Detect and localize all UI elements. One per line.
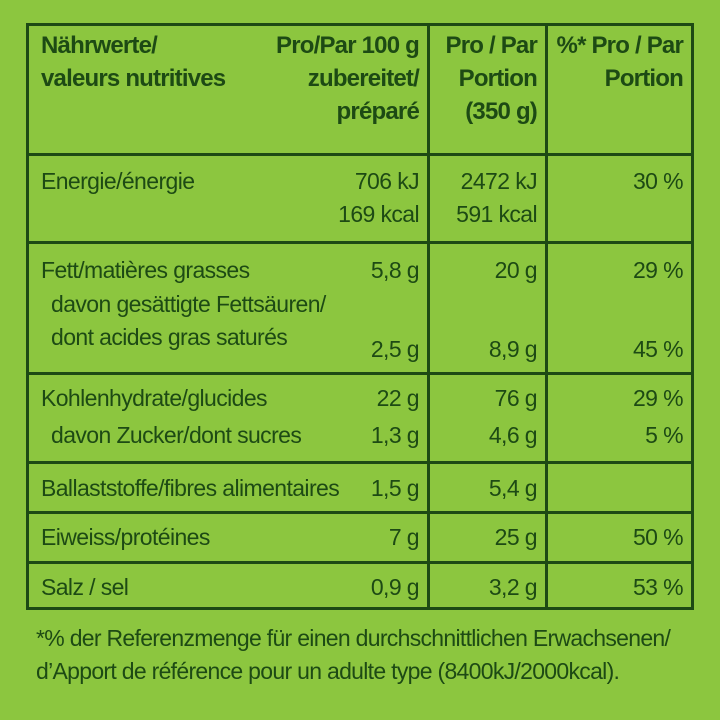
salt-label: Salz / sel — [41, 574, 129, 600]
column-divider — [427, 26, 430, 607]
header-per-100g: Pro/Par 100 g zubereitet/ préparé — [275, 32, 420, 125]
fat-pct: 29 % — [632, 257, 684, 283]
protein-per100: 7 g — [388, 524, 420, 550]
row-divider — [29, 561, 691, 564]
protein-label: Eiweiss/protéines — [41, 524, 210, 550]
salt-pct: 53 % — [632, 574, 684, 600]
sugar-per100: 1,3 g — [370, 422, 420, 448]
fiber-per100: 1,5 g — [370, 475, 420, 501]
fat-label: Fett/matières grasses — [41, 257, 250, 283]
header-percent-portion: %* Pro / Par Portion — [556, 32, 684, 92]
nutrition-table: Nährwerte/ valeurs nutritives Pro/Par 10… — [26, 23, 694, 610]
carbs-pct: 29 % — [632, 385, 684, 411]
fiber-label: Ballaststoffe/fibres alimentaires — [41, 475, 340, 501]
fat-portion: 20 g — [494, 257, 538, 283]
protein-pct: 50 % — [632, 524, 684, 550]
sugar-pct: 5 % — [645, 422, 683, 448]
fat-per100: 5,8 g — [370, 257, 420, 283]
energy-label: Energie/énergie — [41, 168, 195, 194]
energy-portion: 2472 kJ 591 kcal — [456, 168, 537, 227]
row-divider — [29, 511, 691, 514]
row-divider — [29, 461, 691, 464]
fiber-portion: 5,4 g — [488, 475, 538, 501]
energy-pct: 30 % — [632, 168, 684, 194]
saturated-fat-per100: 2,5 g — [370, 336, 420, 362]
saturated-fat-pct: 45 % — [632, 336, 684, 362]
header-nutrients: Nährwerte/ valeurs nutritives — [41, 32, 226, 92]
carbs-portion: 76 g — [494, 385, 538, 411]
saturated-fat-portion: 8,9 g — [488, 336, 538, 362]
saturated-fat-label: davon gesättigte Fettsäuren/ dont acides… — [51, 291, 326, 350]
salt-per100: 0,9 g — [370, 574, 420, 600]
header-per-portion: Pro / Par Portion (350 g) — [445, 32, 537, 125]
column-divider — [545, 26, 548, 607]
salt-portion: 3,2 g — [488, 574, 538, 600]
protein-portion: 25 g — [494, 524, 538, 550]
energy-per100: 706 kJ 169 kcal — [338, 168, 419, 227]
sugar-portion: 4,6 g — [488, 422, 538, 448]
carbs-label: Kohlenhydrate/glucides — [41, 385, 268, 411]
row-divider — [29, 241, 691, 244]
reference-intake-footnote: *% der Referenzmenge für einen durchschn… — [36, 625, 671, 684]
row-divider — [29, 372, 691, 375]
carbs-per100: 22 g — [376, 385, 420, 411]
sugar-label: davon Zucker/dont sucres — [51, 422, 302, 448]
row-divider — [29, 153, 691, 156]
